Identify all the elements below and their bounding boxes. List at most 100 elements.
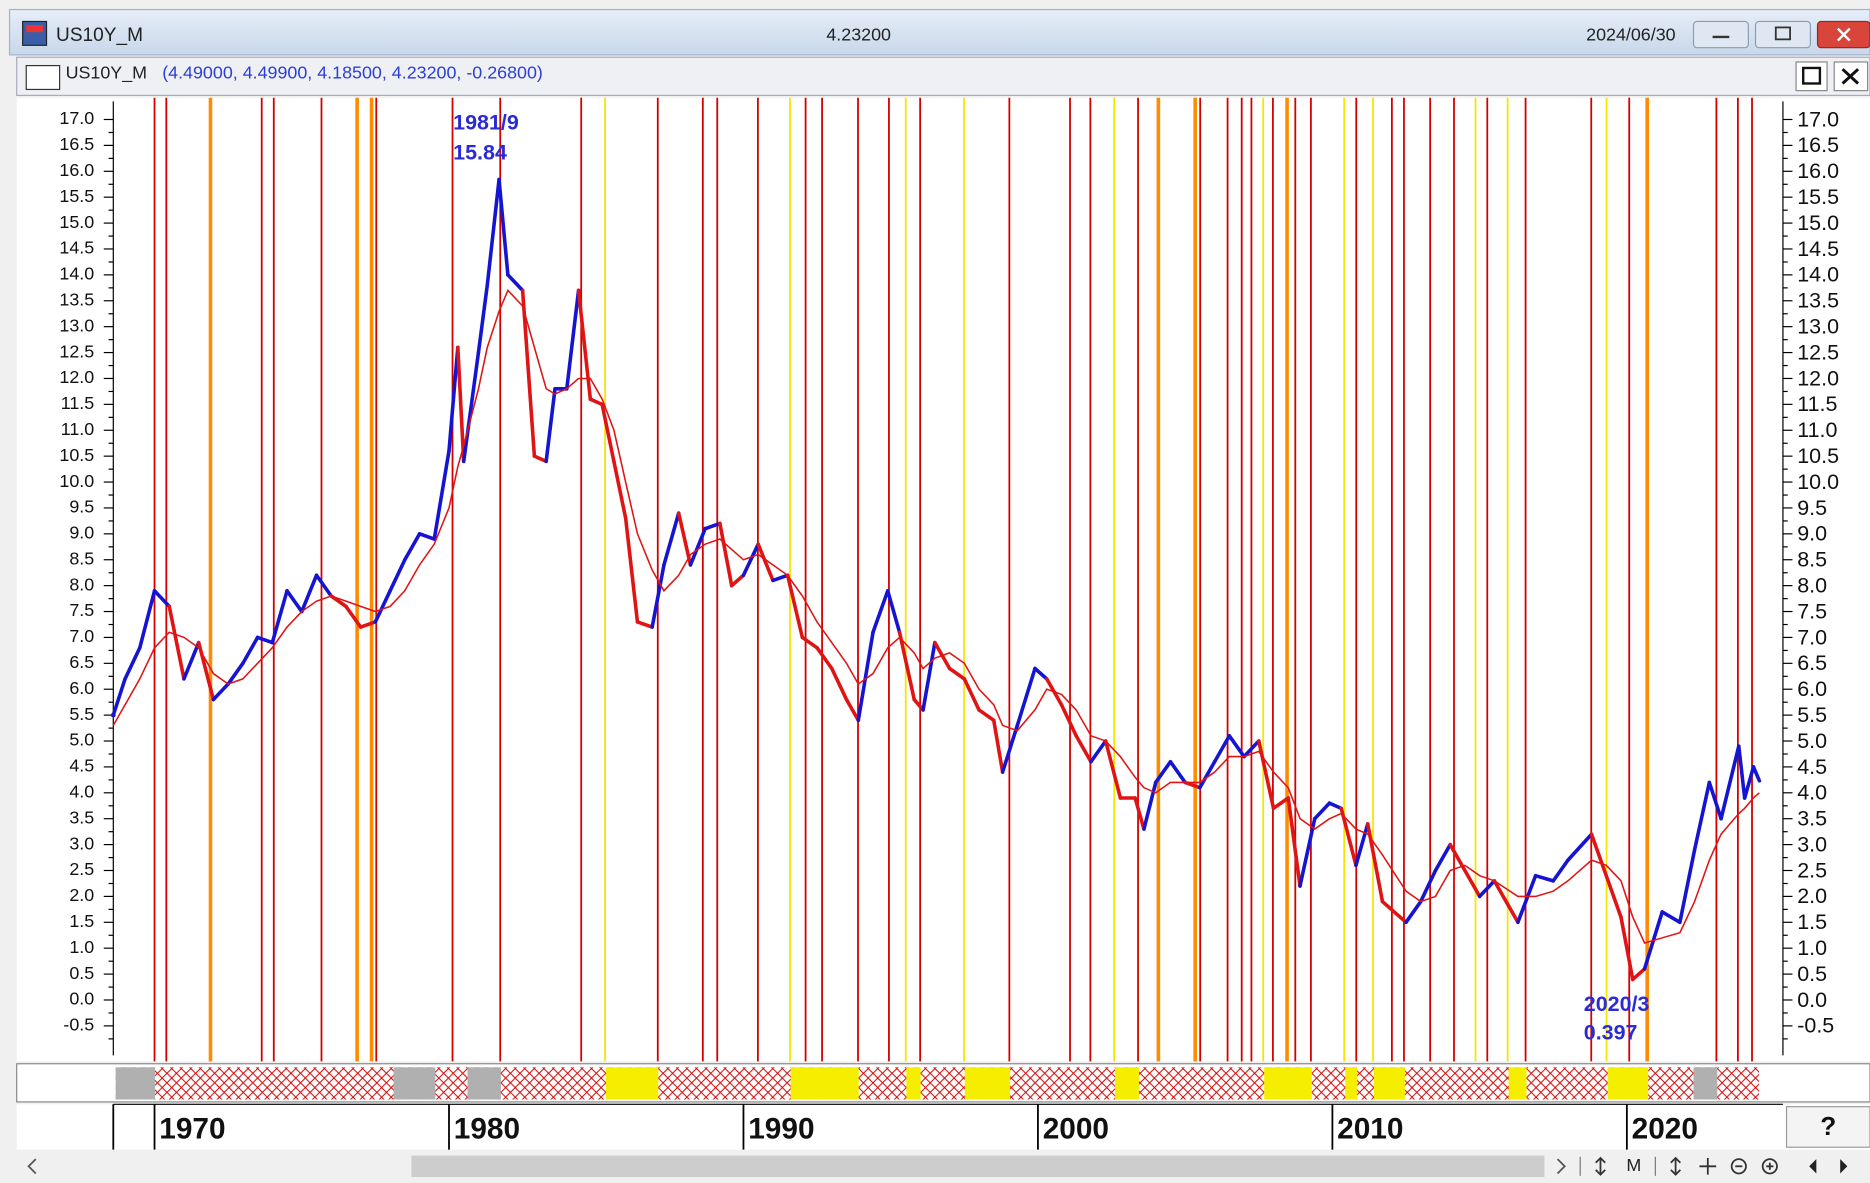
- price-segment: [388, 557, 407, 593]
- price-segment: [1168, 759, 1187, 785]
- maximize-icon: [1774, 26, 1791, 41]
- y-tick-label-right: 17.0: [1797, 107, 1839, 131]
- y-tick-label-right: 0.5: [1797, 962, 1827, 986]
- y-tick-label-left: 9.5: [69, 497, 94, 517]
- price-segment: [497, 177, 510, 277]
- y-tick-label-right: 15.5: [1797, 185, 1839, 209]
- y-tick-label-left: 10.5: [59, 445, 94, 465]
- annotation: 0.397: [1584, 1021, 1638, 1045]
- price-segment: [977, 708, 996, 723]
- price-segment: [1000, 723, 1020, 774]
- y-tick-label-right: 13.5: [1797, 289, 1839, 313]
- price-segment: [1516, 873, 1538, 925]
- price-segment: [815, 645, 834, 671]
- scroll-thumb[interactable]: [411, 1155, 1545, 1178]
- price-segment: [138, 589, 157, 650]
- y-tick-label-left: 14.0: [59, 264, 94, 284]
- price-segment: [756, 542, 775, 583]
- price-segment: [485, 177, 501, 288]
- maximize-button[interactable]: [1754, 20, 1811, 49]
- y-tick-label-right: 11.0: [1797, 418, 1837, 442]
- y-tick-label-right: 11.5: [1797, 392, 1837, 416]
- minimize-button[interactable]: [1692, 20, 1749, 49]
- price-segment: [520, 288, 537, 458]
- price-segment: [1133, 796, 1146, 831]
- y-tick-label-left: 8.0: [69, 574, 94, 594]
- price-segment: [885, 589, 902, 635]
- price-segment: [1418, 868, 1438, 904]
- price-segment: [1619, 915, 1635, 982]
- price-segment: [1589, 832, 1609, 878]
- restore-icon: [1802, 66, 1822, 85]
- signal-block: [115, 1067, 156, 1100]
- price-segment: [1742, 765, 1756, 800]
- price-segment: [111, 677, 127, 717]
- price-segment: [1312, 801, 1332, 821]
- price-segment: [1492, 879, 1520, 925]
- price-segment: [1271, 796, 1291, 811]
- y-tick-label-left: 15.5: [59, 186, 94, 206]
- y-tick-label-right: 6.0: [1797, 677, 1827, 701]
- price-segment: [676, 511, 693, 567]
- y-tick-label-right: 8.5: [1797, 548, 1827, 572]
- y-tick-label-left: 12.5: [59, 341, 94, 361]
- price-segment: [962, 677, 981, 712]
- app-icon-part: [26, 25, 43, 33]
- price-segment: [1477, 879, 1497, 899]
- y-tick-label-left: 2.0: [69, 885, 94, 905]
- price-segment: [991, 718, 1005, 774]
- price-segment: [417, 532, 437, 541]
- price-segment: [182, 640, 201, 681]
- price-segment: [1074, 734, 1093, 764]
- y-tick-label-right: 16.0: [1797, 159, 1839, 183]
- price-segment: [285, 589, 304, 614]
- price-segment: [1142, 780, 1158, 831]
- y-tick-label-right: 1.5: [1797, 910, 1827, 934]
- plot-background: [16, 97, 1870, 1062]
- signal-hatch: [115, 1067, 1760, 1100]
- y-tick-label-left: 8.5: [69, 548, 94, 568]
- help-button[interactable]: [1785, 1106, 1870, 1148]
- y-tick-label-right: 7.0: [1797, 625, 1827, 649]
- scroll-right[interactable]: [1556, 1158, 1566, 1175]
- price-segment: [1692, 780, 1712, 852]
- scroll-left[interactable]: [27, 1158, 37, 1175]
- price-segment: [1404, 899, 1423, 925]
- signal-block: [1373, 1067, 1405, 1100]
- price-segment: [588, 397, 604, 407]
- price-segment: [344, 604, 363, 629]
- y-tick-label-left: 14.5: [59, 238, 94, 258]
- y-tick-label-right: 12.5: [1797, 340, 1839, 364]
- scale-tool[interactable]: [1670, 1156, 1682, 1176]
- zoom-out-tool[interactable]: [1730, 1158, 1747, 1175]
- next-button[interactable]: [1840, 1159, 1848, 1174]
- close-icon: [1836, 27, 1851, 42]
- signal-block: [393, 1067, 436, 1100]
- price-segment: [1660, 910, 1682, 925]
- signal-block: [1607, 1067, 1649, 1100]
- price-segment: [544, 387, 557, 464]
- price-segment: [1630, 967, 1647, 982]
- price-segment: [1433, 842, 1452, 873]
- move-tool[interactable]: [1699, 1157, 1717, 1175]
- price-segment: [1015, 666, 1037, 728]
- mode-button[interactable]: M: [1626, 1155, 1641, 1175]
- price-segment: [211, 682, 230, 702]
- y-tick-label-left: 11.0: [61, 419, 95, 439]
- x-tick-label: 1990: [748, 1112, 814, 1145]
- y-tick-label-left: 4.5: [69, 756, 94, 776]
- price-segment: [856, 630, 875, 723]
- zoom-vertical-tool[interactable]: [1595, 1156, 1606, 1176]
- y-tick-label-left: 2.5: [69, 859, 94, 879]
- price-segment: [800, 635, 819, 650]
- zoom-in-tool[interactable]: [1761, 1158, 1778, 1175]
- annotation: 2020/3: [1584, 992, 1650, 1016]
- price-segment: [718, 521, 734, 588]
- y-tick-label-right: -0.5: [1797, 1014, 1834, 1038]
- price-segment: [358, 620, 378, 629]
- y-tick-label-left: 13.5: [59, 289, 94, 309]
- prev-button[interactable]: [1809, 1159, 1817, 1174]
- price-segment: [844, 697, 861, 723]
- restore-chart-button[interactable]: [1795, 61, 1828, 92]
- price-segment: [1327, 801, 1344, 811]
